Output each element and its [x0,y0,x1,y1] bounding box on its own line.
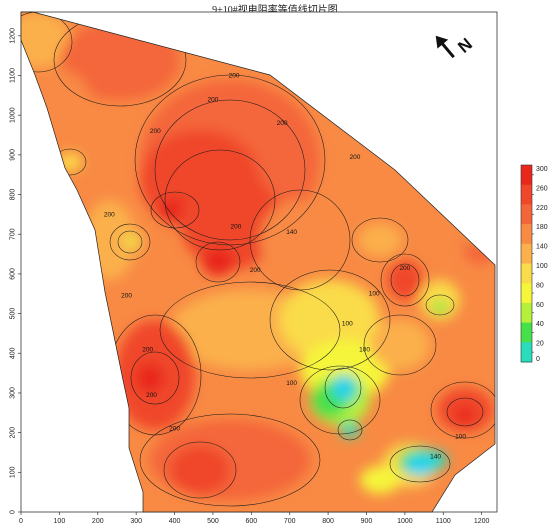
north-arrow-icon [435,35,449,49]
contour-label: 100 [342,320,353,327]
colorbar-swatch [521,322,532,343]
y-tick-label: 300 [10,387,17,399]
x-tick-label: 1100 [436,518,451,525]
contour-label: 200 [150,128,161,135]
x-tick-label: 700 [284,518,296,525]
x-tick-label: 200 [92,518,104,525]
y-tick-label: 0 [10,510,17,514]
contour-label: 200 [350,154,361,161]
colorbar-tick-label: 100 [536,263,548,270]
colorbar-tick-label: 300 [536,166,548,173]
x-tick-label: 400 [169,518,181,525]
colorbar-swatch [521,263,532,284]
y-tick-label: 500 [10,308,17,320]
colorbar-tick-label: 0 [536,356,540,363]
colorbar-tick-label: 220 [536,205,548,212]
x-tick-label: 800 [322,518,334,525]
contour-label: 200 [231,223,242,230]
colorbar-swatch [521,165,532,186]
contour-label: 200 [208,96,219,103]
contour-label: 100 [369,291,380,298]
map-title: 9+10#视电阻率等值线切片图 [212,5,338,16]
contour-label: 200 [146,392,157,399]
colorbar-swatch [521,204,532,225]
colorbar-swatch [521,243,532,264]
colorbar-tick-label: 20 [536,341,544,348]
y-tick-label: 1200 [10,28,17,44]
x-tick-label: 1000 [397,518,413,525]
x-tick-label: 100 [54,518,66,525]
contour-label: 200 [121,293,132,300]
y-tick-label: 1100 [10,68,17,83]
y-tick-label: 1000 [10,107,17,123]
x-tick-label: 300 [130,518,142,525]
contour-label: 200 [229,72,240,79]
y-tick-label: 800 [10,189,17,201]
north-arrow-shaft [439,40,455,59]
colorbar: 300 260 220 180 140 100 80 60 40 20 0 [520,164,548,363]
y-tick-label: 400 [10,347,17,359]
survey-boundary [20,11,496,513]
colorbar-swatch [521,342,532,363]
colorbar-tick-label: 260 [536,185,548,192]
x-tick-label: 600 [245,518,257,525]
contour-label: 100 [455,434,466,441]
contour-label: 140 [430,453,441,460]
y-tick-label: 700 [10,228,17,240]
contour-label: 200 [399,265,410,272]
north-arrow [435,35,455,59]
x-tick-label: 900 [361,518,373,525]
contour-label: 200 [250,267,261,274]
contour-label: 200 [142,346,153,353]
x-tick-label: 1200 [474,518,490,525]
colorbar-tick-label: 140 [536,244,548,251]
y-tick-label: 200 [10,427,17,439]
colorbar-swatch [521,302,532,324]
x-axis: 0 100 200 300 400 500 600 700 800 900 1000 1100 1200 [19,512,490,525]
y-tick-label: 100 [10,466,17,478]
colorbar-frame [520,164,533,363]
contour-labels: 200 200 200 200 200 200 200 140 200 200 200 100 100 2… [104,72,466,460]
contour-label: 200 [169,426,180,433]
contour-label: 200 [277,120,288,127]
y-tick-label: 600 [10,268,17,280]
colorbar-tick-label: 80 [536,282,544,289]
y-tick-label: 900 [10,149,17,161]
contour-label: 140 [286,229,297,236]
colorbar-swatch [521,283,532,304]
colorbar-swatch [521,224,532,245]
colorbar-tick-label: 40 [536,321,544,328]
x-tick-label: 500 [207,518,219,525]
contour-label: 100 [359,346,370,353]
y-axis: 0 100 200 300 400 500 600 700 800 900 1000 1100 1200 [10,28,21,514]
colorbar-tick-label: 60 [536,302,544,309]
contour-label: 200 [104,211,115,218]
x-tick-label: 0 [19,518,23,525]
colorbar-tick-label: 180 [536,224,548,231]
colorbar-swatch [521,184,532,205]
contour-label: 100 [286,380,297,387]
